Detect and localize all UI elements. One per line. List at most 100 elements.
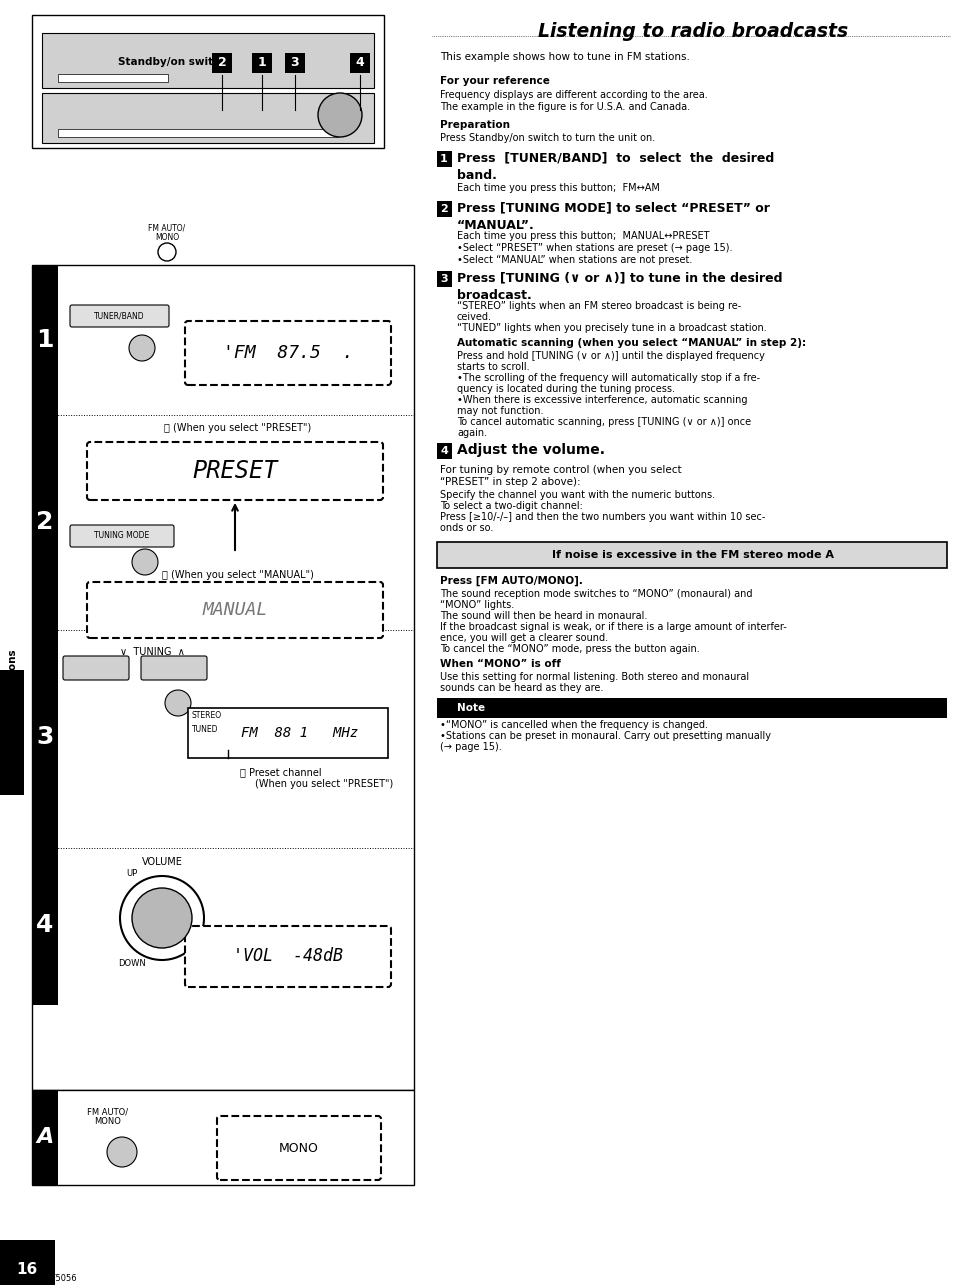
Text: TUNED: TUNED bbox=[192, 725, 218, 734]
Text: To cancel automatic scanning, press [TUNING (∨ or ∧)] once: To cancel automatic scanning, press [TUN… bbox=[456, 418, 750, 427]
Text: 4: 4 bbox=[36, 914, 53, 937]
Text: “STEREO” lights when an FM stereo broadcast is being re-: “STEREO” lights when an FM stereo broadc… bbox=[456, 301, 740, 311]
Text: Preparation: Preparation bbox=[439, 120, 510, 130]
FancyBboxPatch shape bbox=[185, 926, 391, 987]
Text: Use this setting for normal listening. Both stereo and monaural: Use this setting for normal listening. B… bbox=[439, 672, 748, 682]
Text: DOWN: DOWN bbox=[118, 959, 146, 968]
Text: •Stations can be preset in monaural. Carry out presetting manually: •Stations can be preset in monaural. Car… bbox=[439, 731, 770, 741]
Text: •Select “PRESET” when stations are preset (→ page 15).: •Select “PRESET” when stations are prese… bbox=[456, 243, 732, 253]
Text: 1: 1 bbox=[257, 57, 266, 69]
Bar bbox=[42, 93, 374, 143]
Text: ⓑ (When you select "MANUAL"): ⓑ (When you select "MANUAL") bbox=[162, 571, 314, 580]
Bar bbox=[58, 75, 168, 82]
Text: 2: 2 bbox=[217, 57, 226, 69]
Circle shape bbox=[317, 93, 361, 137]
Text: Standby/on switch: Standby/on switch bbox=[117, 57, 226, 67]
Text: “TUNED” lights when you precisely tune in a broadcast station.: “TUNED” lights when you precisely tune i… bbox=[456, 323, 766, 333]
Text: Press [≥10/-/–] and then the two numbers you want within 10 sec-: Press [≥10/-/–] and then the two numbers… bbox=[439, 511, 764, 522]
Text: Each time you press this button;  MANUAL↔PRESET: Each time you press this button; MANUAL↔… bbox=[456, 231, 709, 242]
Text: FM AUTO/: FM AUTO/ bbox=[149, 224, 186, 233]
Text: 3: 3 bbox=[439, 274, 447, 284]
Bar bbox=[285, 53, 305, 73]
Bar bbox=[58, 128, 337, 137]
FancyBboxPatch shape bbox=[216, 1115, 380, 1180]
Text: For your reference: For your reference bbox=[439, 76, 549, 86]
Text: ⓐ (When you select "PRESET"): ⓐ (When you select "PRESET") bbox=[164, 423, 312, 433]
Text: Press  [TUNER/BAND]  to  select  the  desired
band.: Press [TUNER/BAND] to select the desired… bbox=[456, 152, 774, 182]
Text: MONO: MONO bbox=[154, 233, 179, 242]
Text: •The scrolling of the frequency will automatically stop if a fre-: •The scrolling of the frequency will aut… bbox=[456, 373, 760, 383]
Text: ∨  TUNING  ∧: ∨ TUNING ∧ bbox=[119, 648, 184, 657]
Text: 1: 1 bbox=[36, 328, 53, 352]
Text: Radio operations: Radio operations bbox=[8, 650, 18, 750]
Text: 2: 2 bbox=[36, 510, 53, 535]
Bar bbox=[32, 265, 414, 1090]
Text: starts to scroll.: starts to scroll. bbox=[456, 362, 529, 371]
Text: 3: 3 bbox=[291, 57, 299, 69]
Text: TUNER/BAND: TUNER/BAND bbox=[93, 311, 144, 320]
Circle shape bbox=[129, 335, 154, 361]
Circle shape bbox=[107, 1137, 137, 1167]
Text: Press [TUNING (∨ or ∧)] to tune in the desired
broadcast.: Press [TUNING (∨ or ∧)] to tune in the d… bbox=[456, 271, 781, 302]
Text: The sound reception mode switches to “MONO” (monaural) and: The sound reception mode switches to “MO… bbox=[439, 589, 752, 599]
Bar bbox=[436, 200, 452, 217]
Text: Press [FM AUTO/MONO].: Press [FM AUTO/MONO]. bbox=[439, 576, 582, 586]
Text: “MONO” lights.: “MONO” lights. bbox=[439, 600, 514, 610]
Text: PRESET: PRESET bbox=[193, 459, 277, 483]
Text: MONO: MONO bbox=[279, 1141, 318, 1154]
Text: VOLUME: VOLUME bbox=[141, 857, 182, 867]
Text: ⓒ Preset channel: ⓒ Preset channel bbox=[240, 767, 321, 777]
Text: To cancel the “MONO” mode, press the button again.: To cancel the “MONO” mode, press the but… bbox=[439, 644, 699, 654]
Circle shape bbox=[132, 888, 192, 948]
Bar bbox=[188, 708, 388, 758]
Text: If the broadcast signal is weak, or if there is a large amount of interfer-: If the broadcast signal is weak, or if t… bbox=[439, 622, 786, 632]
Bar bbox=[32, 630, 58, 848]
Text: Adjust the volume.: Adjust the volume. bbox=[456, 443, 604, 457]
Text: When “MONO” is off: When “MONO” is off bbox=[439, 659, 560, 669]
Text: •“MONO” is cancelled when the frequency is changed.: •“MONO” is cancelled when the frequency … bbox=[439, 720, 707, 730]
Text: Press [TUNING MODE] to select “PRESET” or
“MANUAL”.: Press [TUNING MODE] to select “PRESET” o… bbox=[456, 200, 769, 233]
Circle shape bbox=[132, 549, 158, 574]
Text: •When there is excessive interference, automatic scanning: •When there is excessive interference, a… bbox=[456, 394, 747, 405]
Bar bbox=[32, 415, 58, 630]
Circle shape bbox=[158, 243, 175, 261]
Text: MONO: MONO bbox=[94, 1117, 121, 1126]
Bar bbox=[42, 33, 374, 87]
FancyBboxPatch shape bbox=[141, 657, 207, 680]
Text: TUNING MODE: TUNING MODE bbox=[94, 532, 150, 541]
Text: If noise is excessive in the FM stereo mode A: If noise is excessive in the FM stereo m… bbox=[552, 550, 833, 560]
Text: UP: UP bbox=[126, 870, 137, 879]
Text: The sound will then be heard in monaural.: The sound will then be heard in monaural… bbox=[439, 610, 647, 621]
Bar bbox=[436, 443, 452, 459]
Bar bbox=[436, 271, 452, 287]
Text: Automatic scanning (when you select “MANUAL” in step 2):: Automatic scanning (when you select “MAN… bbox=[456, 338, 805, 348]
Text: 3: 3 bbox=[36, 725, 53, 749]
Text: The example in the figure is for U.S.A. and Canada.: The example in the figure is for U.S.A. … bbox=[439, 102, 689, 112]
Text: Press and hold [TUNING (∨ or ∧)] until the displayed frequency: Press and hold [TUNING (∨ or ∧)] until t… bbox=[456, 351, 764, 361]
Text: A: A bbox=[36, 1127, 53, 1148]
Bar bbox=[32, 1090, 58, 1185]
FancyBboxPatch shape bbox=[185, 321, 391, 386]
Bar bbox=[32, 846, 58, 1005]
Circle shape bbox=[120, 876, 204, 960]
Text: onds or so.: onds or so. bbox=[439, 523, 493, 533]
Text: RQT5056: RQT5056 bbox=[38, 1273, 76, 1282]
Text: 'FM  87.5  .: 'FM 87.5 . bbox=[222, 344, 353, 362]
Text: 2: 2 bbox=[439, 204, 447, 215]
Text: STEREO: STEREO bbox=[192, 712, 222, 721]
Circle shape bbox=[165, 690, 191, 716]
FancyBboxPatch shape bbox=[87, 582, 382, 637]
FancyBboxPatch shape bbox=[70, 305, 169, 326]
Text: ceived.: ceived. bbox=[456, 312, 492, 323]
Text: (When you select "PRESET"): (When you select "PRESET") bbox=[254, 779, 393, 789]
Text: sounds can be heard as they are.: sounds can be heard as they are. bbox=[439, 684, 602, 693]
Bar bbox=[32, 265, 58, 415]
Text: Each time you press this button;  FM↔AM: Each time you press this button; FM↔AM bbox=[456, 182, 659, 193]
FancyBboxPatch shape bbox=[63, 657, 129, 680]
Text: 4: 4 bbox=[355, 57, 364, 69]
Text: To select a two-digit channel:: To select a two-digit channel: bbox=[439, 501, 582, 511]
Text: (→ page 15).: (→ page 15). bbox=[439, 741, 501, 752]
Text: MANUAL: MANUAL bbox=[202, 601, 268, 619]
Text: again.: again. bbox=[456, 428, 487, 438]
FancyBboxPatch shape bbox=[70, 526, 173, 547]
